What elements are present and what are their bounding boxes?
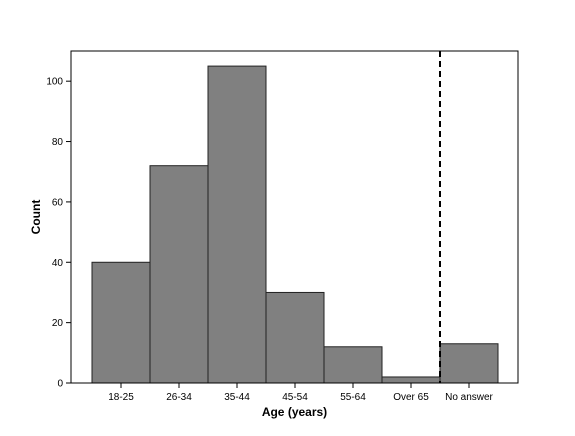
bar-45-54 [265, 291, 325, 384]
x-tick-label: No answer [445, 392, 493, 403]
y-tick-label: 80 [52, 137, 64, 148]
y-tick-label: 20 [52, 318, 64, 329]
x-tick-label: 18-25 [108, 392, 134, 403]
bar-over-65 [381, 376, 441, 384]
y-axis: 0 20 40 60 80 100 [46, 77, 71, 390]
bar-26-34 [149, 165, 209, 384]
y-tick-label: 0 [57, 379, 63, 390]
y-axis-label: Count [29, 200, 43, 235]
y-tick-label: 100 [46, 77, 63, 88]
x-tick-label: 26-34 [166, 392, 192, 403]
bars-layer [91, 65, 499, 384]
x-tick-label: 35-44 [224, 392, 250, 403]
bar-no-answer [439, 343, 499, 384]
x-tick-label: 55-64 [340, 392, 366, 403]
bar-18-25 [91, 261, 151, 384]
bar-55-64 [323, 346, 383, 384]
x-axis-label: Age (years) [262, 405, 327, 419]
x-tick-label: 45-54 [282, 392, 308, 403]
bar-35-44 [207, 65, 267, 384]
y-tick-label: 40 [52, 258, 64, 269]
x-tick-label: Over 65 [393, 392, 429, 403]
y-tick-label: 60 [52, 197, 64, 208]
x-axis: 18-25 26-34 35-44 45-54 55-64 Over 65 No answe… [108, 383, 494, 403]
